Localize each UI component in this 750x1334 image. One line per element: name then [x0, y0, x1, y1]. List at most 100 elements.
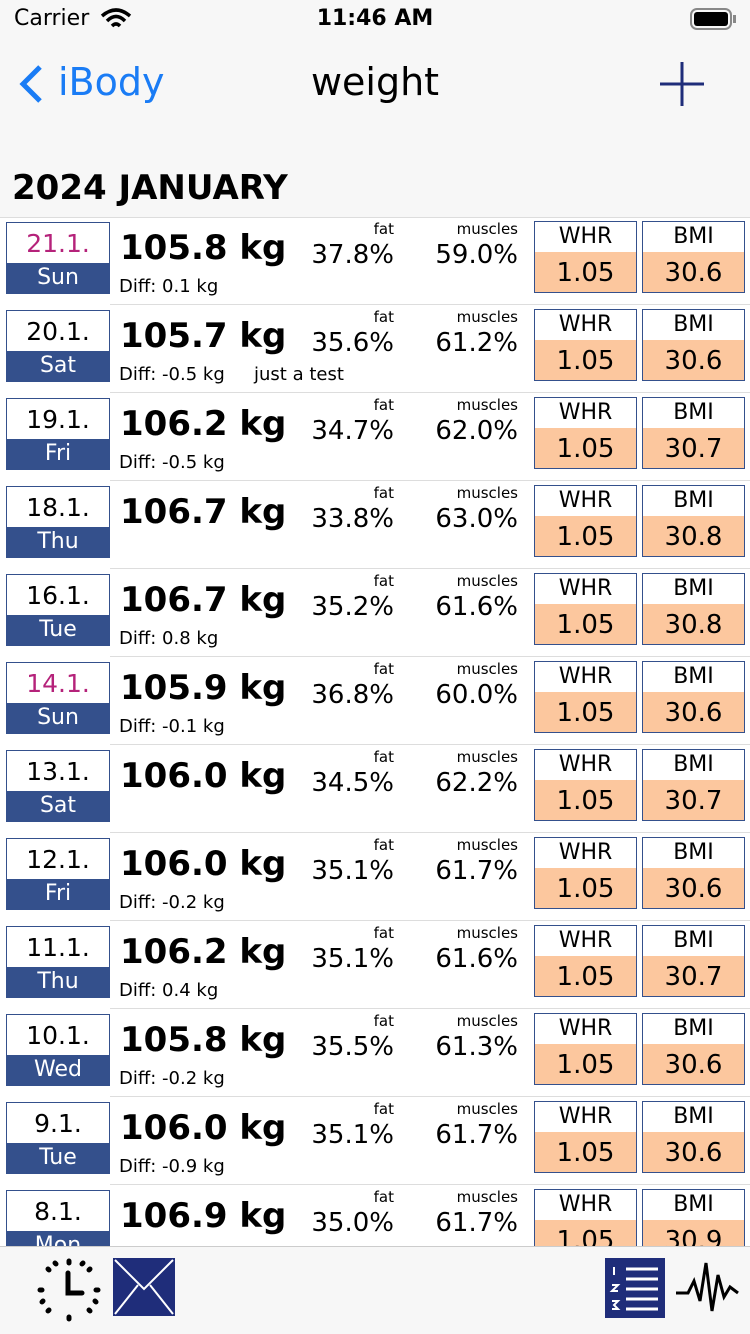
whr-box: WHR 1.05: [534, 309, 637, 381]
muscles-value: 61.2%: [435, 328, 518, 358]
weekday: Fri: [7, 879, 109, 909]
fat-value: 33.8%: [311, 504, 394, 534]
date: 20.1.: [26, 317, 90, 346]
clock: 11:46 AM: [316, 6, 434, 31]
row-separator: [110, 1096, 750, 1097]
fat-label: fat: [373, 1188, 394, 1206]
fat-value: 36.8%: [311, 680, 394, 710]
fat-value: 35.1%: [311, 944, 394, 974]
entry-row: 8.1. Mon 106.9 kg fat 35.0% muscles 61.7% WHR 1.…: [0, 1186, 750, 1247]
bmi-label: BMI: [673, 312, 714, 337]
date-box: 21.1. Sun: [6, 222, 110, 294]
bmi-label: BMI: [673, 224, 714, 249]
date: 12.1.: [26, 845, 90, 874]
diff: Diff: -0.9 kg: [119, 1156, 225, 1177]
whr-box: WHR 1.05: [534, 573, 637, 645]
bmi-box: BMI 30.6: [642, 1101, 745, 1173]
bmi-value: 30.6: [643, 692, 744, 732]
muscles-label: muscles: [456, 748, 518, 766]
muscles-value: 59.0%: [435, 240, 518, 270]
row-separator: [110, 480, 750, 481]
bmi-box: BMI 30.6: [642, 221, 745, 293]
bmi-box: BMI 30.7: [642, 925, 745, 997]
date-box: 10.1. Wed: [6, 1014, 110, 1086]
weight: 106.2 kg: [120, 404, 287, 444]
muscles-value: 61.7%: [435, 1208, 518, 1238]
entry-row: 10.1. Wed 105.8 kg Diff: -0.2 kg fat 35.5% mus…: [0, 1010, 750, 1098]
entry-row: 21.1. Sun 105.8 kg Diff: 0.1 kg fat 37.8% musc…: [0, 218, 750, 306]
bmi-value: 30.9: [643, 1220, 744, 1247]
diff: Diff: -0.2 kg: [119, 892, 225, 913]
fat-label: fat: [373, 220, 394, 238]
whr-label: WHR: [558, 1016, 613, 1041]
whr-label: WHR: [558, 664, 613, 689]
weight: 106.0 kg: [120, 844, 287, 884]
date: 11.1.: [26, 933, 90, 962]
bmi-box: BMI 30.6: [642, 309, 745, 381]
row-separator: [110, 1008, 750, 1009]
fat-value: 35.1%: [311, 1120, 394, 1150]
fat-value: 35.6%: [311, 328, 394, 358]
chart-button[interactable]: [674, 1257, 740, 1317]
weight: 106.9 kg: [120, 1196, 287, 1236]
date: 13.1.: [26, 757, 90, 786]
history-button[interactable]: [36, 1257, 102, 1323]
bmi-label: BMI: [673, 664, 714, 689]
add-button[interactable]: [658, 60, 706, 108]
list-button[interactable]: [604, 1257, 666, 1319]
muscles-label: muscles: [456, 308, 518, 326]
weekday: Mon: [7, 1231, 109, 1247]
row-separator: [110, 392, 750, 393]
bmi-label: BMI: [673, 1104, 714, 1129]
date-box: 13.1. Sat: [6, 750, 110, 822]
muscles-value: 63.0%: [435, 504, 518, 534]
muscles-value: 62.0%: [435, 416, 518, 446]
diff: Diff: -0.2 kg: [119, 1068, 225, 1089]
bmi-label: BMI: [673, 928, 714, 953]
entry-row: 9.1. Tue 106.0 kg Diff: -0.9 kg fat 35.1% musc…: [0, 1098, 750, 1186]
date-box: 9.1. Tue: [6, 1102, 110, 1174]
whr-label: WHR: [558, 1104, 613, 1129]
diff: Diff: 0.8 kg: [119, 628, 219, 649]
bmi-box: BMI 30.9: [642, 1189, 745, 1247]
diff: Diff: -0.5 kg: [119, 364, 225, 385]
fat-value: 35.1%: [311, 856, 394, 886]
muscles-value: 61.3%: [435, 1032, 518, 1062]
date-box: 20.1. Sat: [6, 310, 110, 382]
whr-label: WHR: [558, 488, 613, 513]
whr-label: WHR: [558, 928, 613, 953]
whr-value: 1.05: [535, 428, 636, 468]
wifi-icon: [100, 8, 132, 28]
whr-value: 1.05: [535, 1044, 636, 1084]
fat-label: fat: [373, 748, 394, 766]
fat-label: fat: [373, 308, 394, 326]
row-separator: [110, 832, 750, 833]
diff: Diff: -0.1 kg: [119, 716, 225, 737]
fat-label: fat: [373, 1100, 394, 1118]
muscles-value: 62.2%: [435, 768, 518, 798]
battery-icon: [690, 8, 736, 30]
weight: 105.8 kg: [120, 1020, 287, 1060]
mail-button[interactable]: [112, 1257, 176, 1317]
bmi-value: 30.7: [643, 780, 744, 820]
carrier: Carrier: [14, 6, 90, 31]
entry-row: 13.1. Sat 106.0 kg fat 34.5% muscles 62.2% WHR 1…: [0, 746, 750, 834]
fat-value: 35.2%: [311, 592, 394, 622]
fat-value: 34.5%: [311, 768, 394, 798]
bmi-value: 30.7: [643, 956, 744, 996]
bmi-label: BMI: [673, 576, 714, 601]
muscles-value: 61.6%: [435, 944, 518, 974]
whr-box: WHR 1.05: [534, 221, 637, 293]
date: 19.1.: [26, 405, 90, 434]
bmi-value: 30.6: [643, 1044, 744, 1084]
toolbar: [0, 1246, 750, 1334]
whr-value: 1.05: [535, 956, 636, 996]
whr-label: WHR: [558, 1192, 613, 1217]
back-chevron[interactable]: [18, 64, 44, 104]
back-button[interactable]: iBody: [58, 60, 165, 104]
bmi-box: BMI 30.6: [642, 661, 745, 733]
entry-row: 19.1. Fri 106.2 kg Diff: -0.5 kg fat 34.7% mus…: [0, 394, 750, 482]
muscles-label: muscles: [456, 220, 518, 238]
whr-box: WHR 1.05: [534, 925, 637, 997]
